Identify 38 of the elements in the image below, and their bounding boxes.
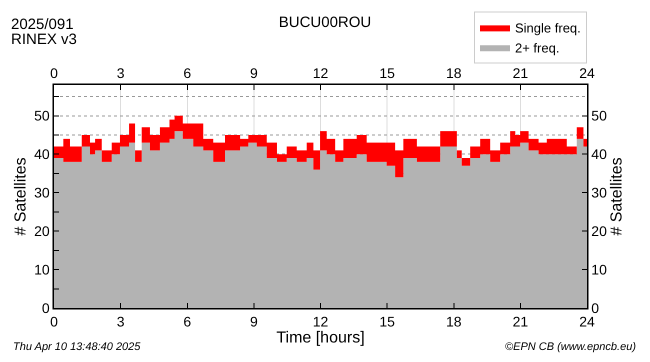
y2-tick-label: 10	[591, 261, 608, 278]
text: Thu Apr 10 13:48:40 2025	[13, 341, 142, 353]
legend-label: Single freq.	[515, 20, 581, 36]
y-tick-label: 20	[34, 223, 50, 239]
x2-tick-label: 24	[579, 313, 595, 330]
y2-tick-label: 50	[591, 108, 608, 124]
y-tick-label: 40	[34, 146, 50, 162]
x-tick-label: 24	[579, 64, 595, 81]
y-axis-title: # Satellites	[12, 157, 30, 236]
x2-tick-label: 3	[116, 313, 125, 330]
x2-tick-label: 15	[379, 313, 396, 330]
y-tick-label: 50	[34, 108, 50, 124]
y2-tick-label: 0	[591, 300, 600, 316]
y2-tick-label: 40	[591, 146, 608, 162]
text: 2025/091	[11, 16, 74, 33]
x-tick-label: 15	[379, 64, 396, 81]
x2-tick-label: 21	[512, 313, 528, 330]
x-tick-label: 12	[312, 64, 328, 81]
x2-tick-label: 12	[312, 313, 328, 330]
y2-tick-label: 30	[591, 184, 608, 201]
x2-tick-label: 9	[250, 313, 258, 330]
legend-label: 2+ freq.	[515, 40, 560, 56]
x-tick-label: 21	[512, 64, 528, 81]
y-tick-label: 10	[34, 261, 50, 278]
text: RINEX v3	[11, 31, 77, 48]
x-tick-label: 3	[116, 64, 125, 81]
y2-tick-label: 20	[591, 223, 608, 239]
text: ©EPN CB (www.epncb.eu)	[505, 341, 636, 353]
x-tick-label: 9	[250, 64, 258, 81]
y-tick-label: 0	[42, 300, 50, 316]
chart-title: BUCU00ROU	[278, 14, 372, 31]
y2-axis-title: # Satellites	[608, 157, 626, 236]
x-axis-title: Time [hours]	[276, 329, 365, 346]
x2-tick-label: 18	[446, 313, 462, 330]
y-tick-label: 30	[34, 184, 50, 201]
x2-tick-label: 6	[183, 313, 192, 330]
x-tick-label: 18	[446, 64, 462, 81]
x-tick-label: 6	[183, 64, 192, 81]
